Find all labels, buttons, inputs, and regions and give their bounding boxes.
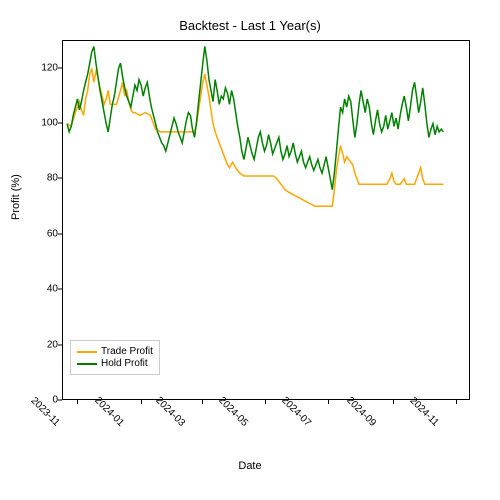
series-trade-profit [67,69,443,207]
series-hold-profit [67,46,443,189]
chart-title: Backtest - Last 1 Year(s) [0,18,500,33]
legend-label: Hold Profit [101,358,148,369]
xtick-label: 2024-05 [217,395,251,429]
legend-label: Trade Profit [101,346,153,357]
xtick-label: 2024-09 [344,395,378,429]
xtick-label: 2024-03 [154,395,188,429]
legend-swatch [77,363,97,365]
xtick-label: 2024-11 [407,395,440,428]
ytick-label: 20 [0,339,58,350]
legend-item: Trade Profit [77,346,153,357]
legend: Trade ProfitHold Profit [70,340,160,375]
ytick-label: 100 [0,118,58,129]
legend-swatch [77,351,97,353]
ytick-label: 120 [0,62,58,73]
x-axis-label: Date [0,460,500,472]
xtick-label: 2024-07 [280,395,314,429]
ytick-label: 60 [0,228,58,239]
ytick-label: 40 [0,284,58,295]
backtest-chart: Backtest - Last 1 Year(s) Profit (%) Dat… [0,0,500,500]
ytick-label: 80 [0,173,58,184]
xtick-label: 2024-01 [92,395,126,429]
legend-item: Hold Profit [77,358,153,369]
